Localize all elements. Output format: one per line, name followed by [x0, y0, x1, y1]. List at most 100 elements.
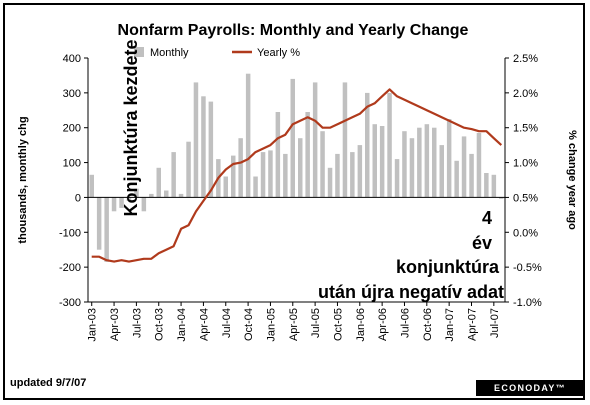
bar-Jul-04 [223, 176, 228, 198]
bar-Jan-06 [357, 145, 363, 198]
bar-Jul-05 [312, 82, 318, 198]
yearly-pct-line [91, 88, 503, 263]
bar-Dec-04 [260, 152, 266, 198]
bar-Dec-05 [350, 152, 355, 198]
right-tick-label: -1.0% [513, 297, 542, 309]
annotation-konjunktura-kezdete: Konjunktúra kezdete [121, 39, 141, 216]
axes [87, 58, 506, 303]
bar-Feb-07 [454, 160, 459, 198]
x-tick-label: Oct-05 [333, 308, 345, 341]
left-axis-label: thousands, monthly chg [17, 116, 29, 243]
bar-Jan-05 [268, 150, 273, 198]
monthly-bars [89, 73, 504, 262]
left-tick-label: -300 [59, 297, 81, 309]
left-tick-labels: 400 300 200 100 0 -100 -200 -300 [59, 53, 88, 309]
right-tick-labels: 2.5% 2.0% 1.5% 1.0% 0.5% 0.0% -0.5% -1.0% [505, 53, 542, 309]
bar-Jul-06 [402, 131, 407, 198]
legend-monthly-label: Monthly [150, 47, 189, 59]
bar-Apr-07 [469, 153, 474, 198]
x-tick-label: Jul-03 [131, 308, 143, 338]
bar-Mar-05 [283, 153, 288, 198]
bar-Sep-04 [238, 138, 243, 198]
right-tick-label: 1.0% [513, 158, 538, 170]
right-tick-label: 2.5% [513, 53, 538, 65]
bar-Dec-06 [439, 145, 444, 198]
bar-Aug-05 [320, 131, 325, 198]
x-tick-label: Oct-03 [154, 308, 166, 341]
bar-May-03 [119, 197, 124, 208]
bar-Jul-07 [491, 174, 497, 198]
x-tick-label: Oct-06 [422, 308, 434, 341]
bar-Jan-07 [446, 119, 452, 198]
left-tick-label: 200 [63, 123, 81, 135]
x-tick-label: Jul-06 [400, 308, 412, 338]
bar-Oct-04 [245, 73, 251, 198]
bar-Oct-06 [424, 124, 430, 198]
left-tick-label: 300 [63, 88, 81, 100]
x-tick-label: Jan-07 [444, 308, 456, 342]
right-tick-label: 0.5% [513, 192, 538, 204]
bar-Aug-03 [141, 197, 147, 212]
legend-monthly-swatch [134, 47, 144, 57]
bar-Jan-04 [178, 193, 184, 198]
bar-Mar-03 [104, 197, 109, 262]
bar-Jun-05 [305, 112, 310, 198]
legend-yearly-label: Yearly % [257, 47, 300, 59]
annotation-negative-data: 4 év konjunktúra után újra negatív adat [318, 208, 504, 302]
right-tick-label: 0.0% [513, 227, 538, 239]
bar-Jun-07 [484, 173, 489, 198]
bar-Aug-06 [409, 138, 415, 198]
bar-Oct-05 [335, 153, 340, 198]
annotation-negative-text: 4 év konjunktúra után újra negatív adat [318, 208, 504, 302]
bar-Nov-06 [432, 127, 437, 198]
x-tick-label: Jul-07 [489, 308, 501, 338]
bar-Mar-06 [372, 124, 377, 198]
x-tick-label: Apr-06 [377, 308, 389, 341]
bar-Feb-03 [96, 197, 102, 250]
bar-Aug-07 [499, 197, 504, 199]
x-tick-label: Oct-04 [243, 308, 255, 341]
bar-May-04 [208, 101, 214, 198]
bar-Feb-04 [186, 141, 191, 198]
left-tick-label: 0 [75, 192, 81, 204]
x-tick-label: Apr-07 [467, 308, 479, 341]
bar-May-06 [387, 92, 392, 198]
bar-Feb-06 [365, 92, 370, 198]
bar-Sep-03 [149, 193, 154, 198]
x-tick-label: Jul-04 [221, 308, 233, 338]
updated-date: updated 9/7/07 [10, 377, 87, 389]
bar-Sep-06 [417, 127, 422, 198]
yearly-line [91, 88, 503, 263]
bar-May-07 [476, 132, 482, 198]
bar-Jun-03 [126, 197, 132, 201]
bar-Apr-03 [111, 197, 117, 212]
x-tick-label: Apr-03 [109, 308, 121, 341]
bar-Nov-03 [164, 190, 169, 198]
bar-May-05 [298, 138, 303, 198]
x-tick-labels: Jan-03 Apr-03 Jul-03 Oct-03 Jan-04 Apr-04 Jul-… [87, 302, 501, 342]
econoday-logo: ECONODAY™ [476, 380, 584, 396]
right-tick-label: 1.5% [513, 123, 538, 135]
right-tick-label: -0.5% [513, 262, 542, 274]
bar-Apr-06 [379, 126, 385, 198]
chart-title: Nonfarm Payrolls: Monthly and Yearly Cha… [118, 22, 469, 39]
x-tick-label: Jan-05 [265, 308, 277, 342]
bar-Jul-03 [134, 188, 139, 198]
bar-Oct-03 [156, 167, 161, 198]
bar-Jun-06 [394, 159, 400, 198]
bar-Dec-03 [171, 152, 176, 198]
right-tick-label: 2.0% [513, 88, 538, 100]
x-tick-label: Jul-05 [310, 308, 322, 338]
left-tick-label: -100 [59, 227, 81, 239]
bar-Mar-07 [461, 136, 467, 198]
bar-Feb-05 [275, 112, 281, 198]
bar-Apr-04 [201, 96, 206, 198]
bar-Mar-04 [193, 82, 199, 198]
left-tick-label: 100 [63, 158, 81, 170]
x-tick-label: Jan-06 [355, 308, 367, 342]
annotation-start-text: Konjunktúra kezdete [121, 39, 141, 216]
right-axis-label: % change year ago [566, 130, 578, 230]
bar-Aug-04 [231, 155, 236, 198]
x-tick-label: Jan-03 [87, 308, 99, 342]
